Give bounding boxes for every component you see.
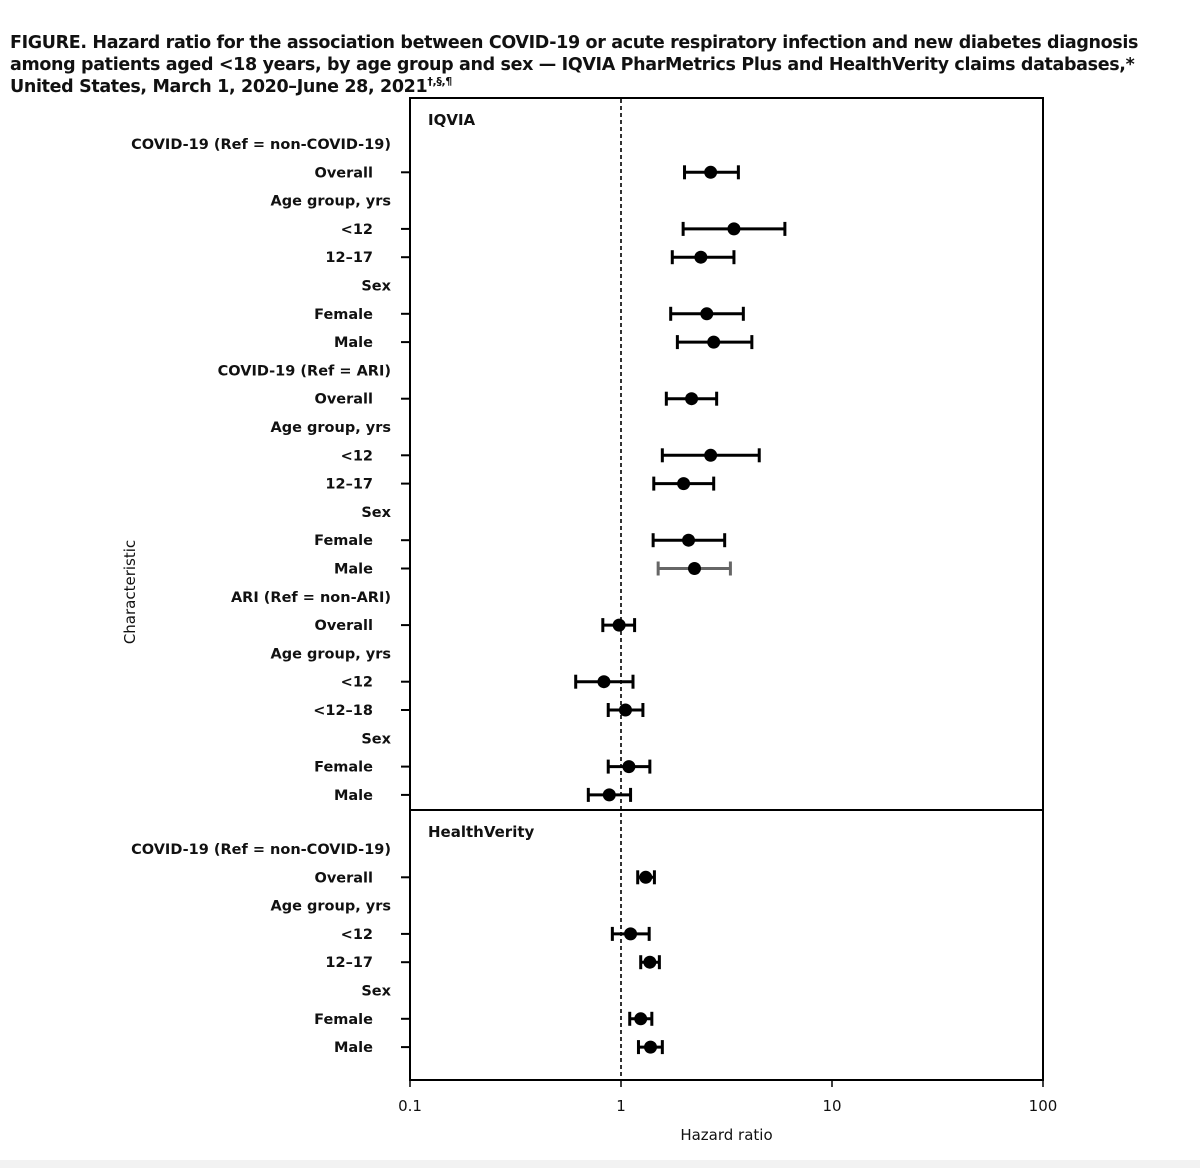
row-header-label: Sex <box>361 505 391 521</box>
row-header-label: COVID-19 (Ref = non-COVID-19) <box>131 842 391 858</box>
panel-title: HealthVerity <box>428 823 535 841</box>
x-tick-label: 100 <box>1029 1097 1058 1115</box>
hazard-ratio-point <box>694 250 708 264</box>
row-label: Overall <box>315 618 374 634</box>
hazard-ratio-point <box>618 703 632 717</box>
row-label: 12–17 <box>325 955 373 971</box>
hazard-ratio-point <box>700 307 714 321</box>
x-axis-label: Hazard ratio <box>680 1126 772 1144</box>
hazard-ratio-point <box>677 477 691 491</box>
row-header-label: Age group, yrs <box>271 194 391 210</box>
figure-title-text: FIGURE. Hazard ratio for the association… <box>10 33 1139 97</box>
row-label: Overall <box>315 870 374 886</box>
row-label: Female <box>314 760 373 776</box>
figure-title: FIGURE. Hazard ratio for the association… <box>10 32 1192 98</box>
y-axis-label: Characteristic <box>121 540 139 644</box>
row-header-label: COVID-19 (Ref = ARI) <box>218 363 391 379</box>
figure-title-footnote-marks: †,§,¶ <box>427 75 452 89</box>
hazard-ratio-point <box>624 927 638 941</box>
hazard-ratio-point <box>727 222 741 236</box>
row-label: 12–17 <box>325 250 373 266</box>
hazard-ratio-point <box>597 675 611 689</box>
hazard-ratio-point <box>704 165 718 179</box>
row-label: Overall <box>315 165 374 181</box>
row-header-label: COVID-19 (Ref = non-COVID-19) <box>131 137 391 153</box>
row-header-label: Sex <box>361 279 391 295</box>
hazard-ratio-point <box>682 533 696 547</box>
row-label: Male <box>334 562 373 578</box>
panel-title: IQVIA <box>428 111 476 129</box>
row-label: Female <box>314 533 373 549</box>
row-header-label: Age group, yrs <box>271 646 391 662</box>
row-label: Female <box>314 1012 373 1028</box>
hazard-ratio-point <box>704 448 718 462</box>
row-header-label: ARI (Ref = non-ARI) <box>231 590 391 606</box>
bottom-band <box>0 1160 1200 1168</box>
row-label: Male <box>334 788 373 804</box>
hazard-ratio-point <box>685 392 699 406</box>
row-label: <12–18 <box>313 703 373 719</box>
plot-frame <box>409 97 1044 1081</box>
row-label: <12 <box>341 927 373 943</box>
row-header-label: Sex <box>361 984 391 1000</box>
row-label: Overall <box>315 392 374 408</box>
x-tick-label: 1 <box>616 1097 626 1115</box>
hazard-ratio-point <box>622 760 636 774</box>
row-label: Male <box>334 335 373 351</box>
hazard-ratio-point <box>634 1012 648 1026</box>
x-tick-label: 10 <box>822 1097 841 1115</box>
row-header-label: Age group, yrs <box>271 420 391 436</box>
row-label: Male <box>334 1040 373 1056</box>
hazard-ratio-point <box>602 788 616 802</box>
hazard-ratio-point <box>687 562 701 575</box>
hazard-ratio-point <box>612 618 626 632</box>
row-label: <12 <box>341 448 373 464</box>
row-label: <12 <box>341 675 373 691</box>
hazard-ratio-point <box>643 955 657 969</box>
hazard-ratio-point <box>644 1040 658 1054</box>
row-label: Female <box>314 307 373 323</box>
x-tick-label: 0.1 <box>398 1097 422 1115</box>
hazard-ratio-point <box>707 335 721 349</box>
row-header-label: Age group, yrs <box>271 899 391 915</box>
row-label: <12 <box>341 222 373 238</box>
row-label: 12–17 <box>325 477 373 493</box>
hazard-ratio-point <box>639 870 653 884</box>
row-header-label: Sex <box>361 731 391 747</box>
